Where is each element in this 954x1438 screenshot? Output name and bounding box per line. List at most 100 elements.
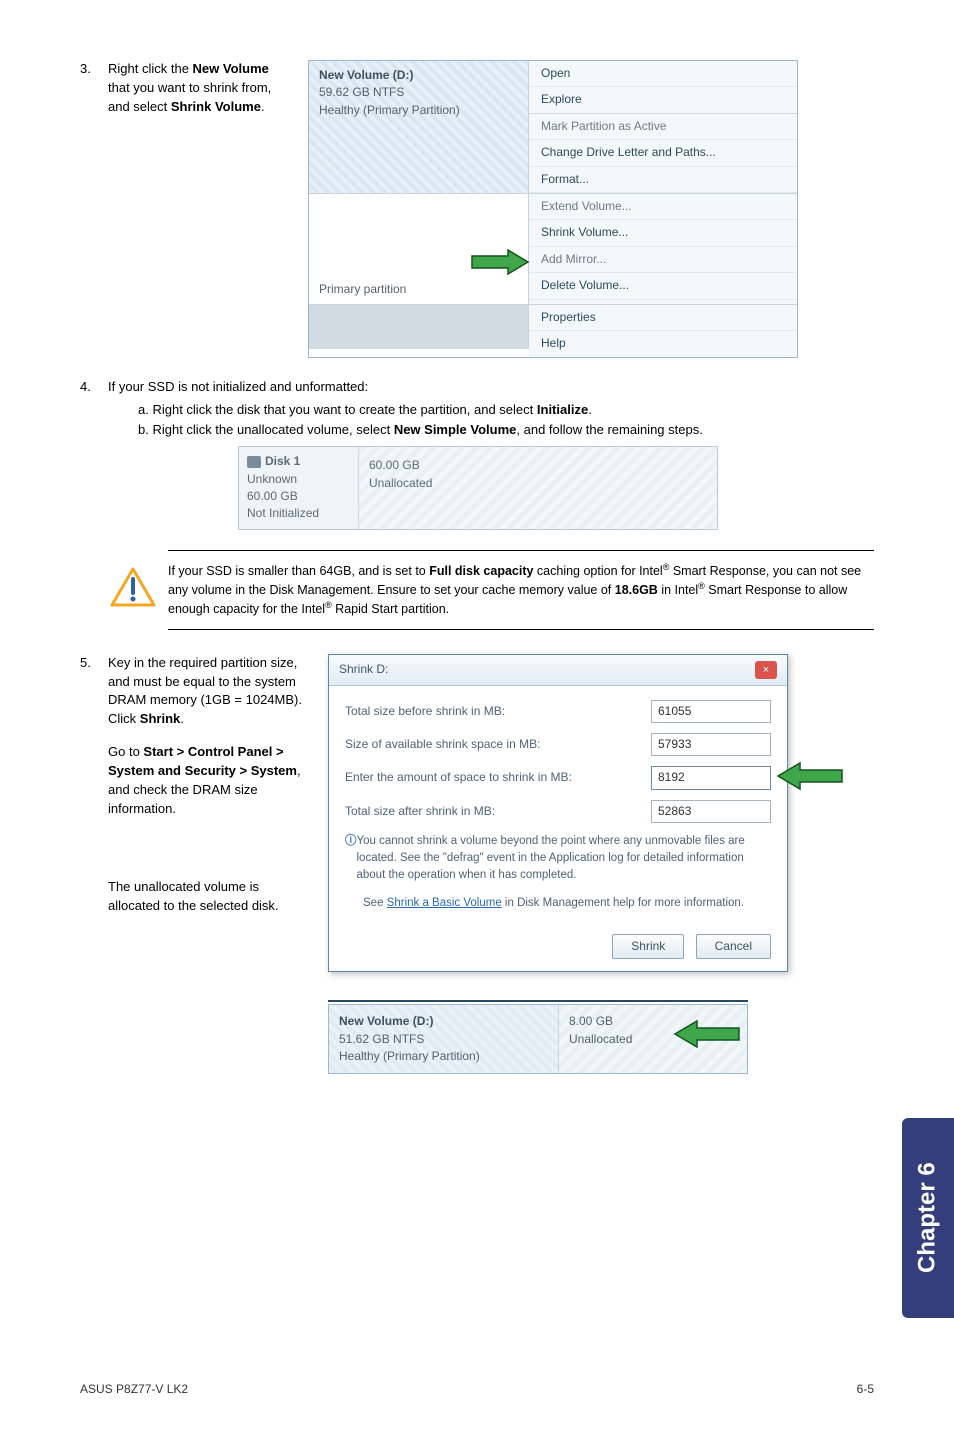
screenshot-allocated: New Volume (D:) 51.62 GB NTFS Healthy (P… [328, 1000, 748, 1074]
menu-mirror[interactable]: Add Mirror... [529, 247, 797, 273]
text: in Intel [658, 583, 698, 597]
footer-right: 6-5 [857, 1381, 874, 1398]
bold-shrink-volume: Shrink Volume [171, 99, 261, 114]
info-link-line: See Shrink a Basic Volume in Disk Manage… [363, 895, 771, 912]
page-footer: ASUS P8Z77-V LK2 6-5 [80, 1381, 874, 1398]
field-label: Total size before shrink in MB: [345, 703, 505, 720]
bold-new-volume: New Volume [193, 61, 269, 76]
dialog-title: Shrink D: [339, 661, 388, 678]
disk-label: Disk 1 [265, 454, 300, 468]
volume-health: Healthy (Primary Partition) [319, 102, 518, 119]
volume-title: New Volume (D:) [319, 67, 518, 84]
menu-shrink[interactable]: Shrink Volume... [529, 220, 797, 246]
menu-mark-active[interactable]: Mark Partition as Active [529, 114, 797, 140]
text: , and follow the remaining steps. [516, 422, 702, 437]
text: If your SSD is smaller than 64GB, and is… [168, 564, 429, 578]
text: caching option for Intel [533, 564, 662, 578]
screenshot-disk1: Disk 1 Unknown 60.00 GB Not Initialized … [238, 446, 718, 530]
green-arrow-icon [470, 249, 530, 275]
unallocated-panel: 8.00 GB Unallocated [559, 1005, 747, 1073]
disk-unknown: Unknown [247, 471, 350, 488]
dialog-title-bar: Shrink D: × [329, 655, 787, 686]
primary-partition-label: Primary partition [319, 281, 406, 298]
menu-open[interactable]: Open [529, 61, 797, 87]
text: a. Right click the disk that you want to… [138, 402, 537, 417]
chapter-tab: Chapter 6 [902, 1118, 954, 1318]
context-menu-mid: Extend Volume... Shrink Volume... Add Mi… [529, 194, 797, 304]
text: Right click the [108, 61, 193, 76]
step-number: 4. [80, 378, 108, 397]
menu-change-letter[interactable]: Change Drive Letter and Paths... [529, 140, 797, 166]
shrink-button[interactable]: Shrink [612, 934, 684, 959]
text: . [588, 402, 592, 417]
volume-size: 51.62 GB NTFS [339, 1031, 548, 1048]
caution-icon [110, 567, 156, 613]
screenshot-shrink-dialog: Shrink D: × Total size before shrink in … [328, 654, 788, 973]
footer-left: ASUS P8Z77-V LK2 [80, 1381, 188, 1398]
context-menu-upper: Open Explore Mark Partition as Active Ch… [529, 61, 797, 193]
field-value-shrink-amount[interactable]: 8192 [651, 766, 771, 789]
bold-18gb: 18.6GB [615, 583, 658, 597]
new-volume-panel: New Volume (D:) 51.62 GB NTFS Healthy (P… [329, 1005, 559, 1073]
field-label: Total size after shrink in MB: [345, 803, 495, 820]
bold-shrink: Shrink [140, 711, 180, 726]
info-icon: ⓘ [345, 833, 357, 883]
menu-extend[interactable]: Extend Volume... [529, 194, 797, 220]
menu-delete[interactable]: Delete Volume... [529, 273, 797, 299]
step-4: 4. If your SSD is not initialized and un… [80, 378, 874, 530]
step5-para2: Go to Start > Control Panel > System and… [108, 743, 308, 818]
field-label: Enter the amount of space to shrink in M… [345, 769, 572, 786]
field-value-available: 57933 [651, 733, 771, 756]
reg-mark: ® [698, 581, 705, 591]
field-value-total-after: 52863 [651, 800, 771, 823]
disk-state: Not Initialized [247, 505, 350, 522]
green-arrow-icon [671, 1019, 741, 1049]
text: Key in the required partition size, and … [108, 655, 302, 727]
disk-size: 60.00 GB [247, 488, 350, 505]
context-menu-lower: Properties Help [529, 305, 797, 357]
disk1-right-panel: 60.00 GB Unallocated [359, 447, 717, 529]
volume-health: Healthy (Primary Partition) [339, 1048, 548, 1065]
info-text: You cannot shrink a volume beyond the po… [357, 833, 772, 883]
unalloc-size: 60.00 GB [369, 457, 707, 474]
bold-new-simple-volume: New Simple Volume [394, 422, 517, 437]
text: . [180, 711, 184, 726]
bold-full-disk: Full disk capacity [429, 564, 533, 578]
screenshot-bottom-strip [309, 305, 529, 349]
disk-icon [247, 456, 261, 468]
screenshot-context-menu: New Volume (D:) 59.62 GB NTFS Healthy (P… [308, 60, 798, 358]
volume-panel: New Volume (D:) 59.62 GB NTFS Healthy (P… [309, 61, 529, 193]
step-number: 5. [80, 654, 108, 673]
step-number: 3. [80, 60, 108, 79]
field-label: Size of available shrink space in MB: [345, 736, 540, 753]
step4-intro: If your SSD is not initialized and unfor… [108, 378, 874, 397]
input-value: 8192 [658, 770, 685, 784]
caution-text: If your SSD is smaller than 64GB, and is… [168, 550, 874, 630]
unalloc-state: Unallocated [369, 475, 707, 492]
text: b. Right click the unallocated volume, s… [138, 422, 394, 437]
volume-size: 59.62 GB NTFS [319, 84, 518, 101]
menu-format[interactable]: Format... [529, 167, 797, 193]
step3-text: Right click the New Volume that you want… [108, 61, 271, 114]
field-value-total-before: 61055 [651, 700, 771, 723]
step4-a: a. Right click the disk that you want to… [138, 401, 874, 420]
menu-explore[interactable]: Explore [529, 87, 797, 113]
step5-para1: Key in the required partition size, and … [108, 654, 308, 729]
green-arrow-icon [774, 761, 844, 791]
step-3: 3. Right click the New Volume that you w… [80, 60, 874, 358]
text: . [261, 99, 265, 114]
text: in Disk Management help for more informa… [502, 897, 744, 909]
help-link[interactable]: Shrink a Basic Volume [387, 897, 502, 909]
text: Rapid Start partition. [332, 603, 449, 617]
menu-properties[interactable]: Properties [529, 305, 797, 331]
close-icon[interactable]: × [755, 661, 777, 679]
disk1-left-panel: Disk 1 Unknown 60.00 GB Not Initialized [239, 447, 359, 529]
bold-initialize: Initialize [537, 402, 588, 417]
volume-title: New Volume (D:) [339, 1013, 548, 1030]
step-5: 5. Key in the required partition size, a… [80, 654, 874, 1075]
step5-para3: The unallocated volume is allocated to t… [108, 878, 308, 916]
cancel-button[interactable]: Cancel [696, 934, 771, 959]
menu-help[interactable]: Help [529, 331, 797, 356]
step4-b: b. Right click the unallocated volume, s… [138, 421, 874, 440]
reg-mark: ® [325, 600, 332, 610]
